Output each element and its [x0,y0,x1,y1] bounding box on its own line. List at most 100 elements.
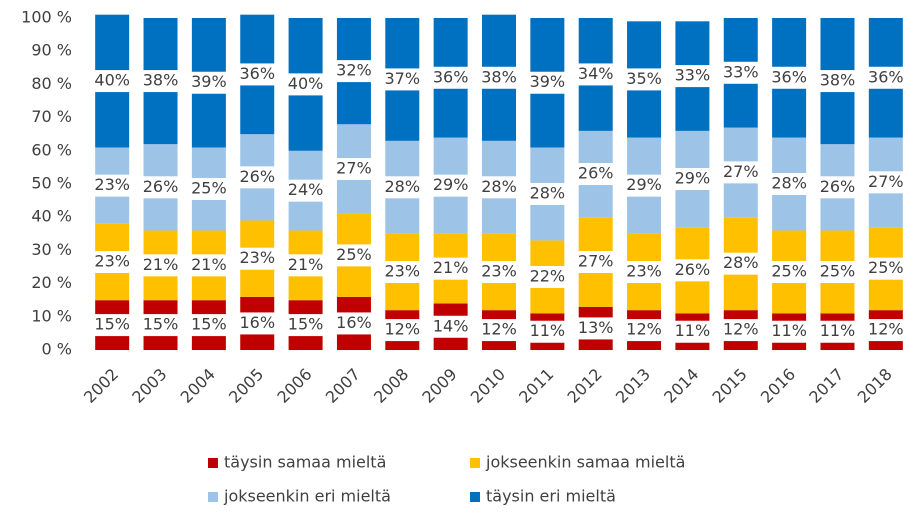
data-label: 12% [723,320,759,339]
data-label: 38% [143,71,179,90]
label-background [861,66,910,89]
data-label: 27% [578,252,614,271]
label-background [571,163,620,186]
x-tick-label: 2003 [128,365,170,407]
x-tick-label: 2014 [660,365,702,407]
data-label: 23% [239,248,275,267]
label-background [184,71,233,94]
data-label: 26% [820,177,856,196]
data-label: 25% [771,261,807,280]
label-background [861,319,910,342]
data-label: 12% [481,320,517,339]
label-background [765,320,814,343]
label-background [88,314,137,337]
x-tick-label: 2013 [612,365,654,407]
data-label: 26% [239,167,275,186]
data-label: 25% [191,178,227,197]
label-background [523,71,572,94]
x-tick-label: 2004 [177,365,219,407]
x-tick-label: 2008 [370,365,412,407]
data-label: 23% [626,261,662,280]
label-background [329,244,378,267]
data-label: 36% [239,64,275,83]
label-background [668,168,717,191]
data-label: 23% [94,175,130,194]
data-label: 40% [94,71,130,90]
data-label: 29% [626,175,662,194]
label-background [571,317,620,340]
label-background [233,247,282,270]
data-label: 21% [433,258,469,277]
legend-label: täysin samaa mieltä [224,453,386,472]
data-label: 12% [385,320,421,339]
label-background [813,260,862,283]
label-background [620,260,669,283]
data-label: 33% [723,62,759,81]
data-label: 27% [868,172,904,191]
label-background [668,259,717,282]
label-background [88,70,137,93]
data-label: 15% [143,315,179,334]
legend-label: täysin eri mieltä [486,487,616,506]
y-tick-label: 60 % [31,140,72,159]
x-tick-label: 2016 [757,365,799,407]
data-label: 14% [433,316,469,335]
label-background [523,265,572,288]
label-background [88,251,137,274]
data-label: 39% [191,72,227,91]
data-label: 21% [191,255,227,274]
label-background [378,176,427,199]
y-tick-label: 50 % [31,174,72,193]
label-background [233,63,282,86]
data-label: 28% [723,253,759,272]
label-background [571,63,620,86]
label-background [861,171,910,194]
label-background [620,319,669,342]
x-tick-label: 2015 [709,365,751,407]
label-background [475,319,523,342]
data-label: 32% [336,61,372,80]
label-background [136,176,185,199]
data-label: 28% [481,177,517,196]
data-label: 16% [336,313,372,332]
data-label: 34% [578,64,614,83]
label-background [765,66,814,89]
data-label: 27% [336,159,372,178]
label-background [716,61,765,84]
y-tick-label: 90 % [31,41,72,60]
label-background [281,73,330,96]
data-label: 36% [433,67,469,86]
x-tick-label: 2007 [322,365,364,407]
data-label: 23% [94,252,130,271]
label-background [813,320,862,343]
label-background [813,176,862,199]
data-label: 21% [143,255,179,274]
label-background [716,252,765,275]
data-label: 28% [530,183,566,202]
label-background [136,314,185,337]
data-label: 24% [288,180,324,199]
data-label: 12% [868,320,904,339]
x-tick-label: 2017 [805,365,847,407]
label-background [378,319,427,342]
legend-label: jokseenkin eri mieltä [223,487,391,506]
label-background [281,314,330,337]
data-label: 29% [433,175,469,194]
y-tick-label: 80 % [31,74,72,93]
data-label: 12% [626,320,662,339]
data-label: 25% [820,261,856,280]
data-label: 33% [675,66,711,85]
label-background [620,174,669,197]
y-tick-label: 30 % [31,240,72,259]
data-label: 28% [385,177,421,196]
data-label: 38% [820,71,856,90]
data-label: 16% [239,313,275,332]
label-background [668,320,717,343]
label-background [523,182,572,205]
label-background [136,70,185,93]
label-background [523,320,572,343]
y-tick-label: 0 % [42,340,72,359]
x-tick-label: 2011 [515,365,557,407]
label-background [426,66,475,89]
label-background [813,70,862,93]
